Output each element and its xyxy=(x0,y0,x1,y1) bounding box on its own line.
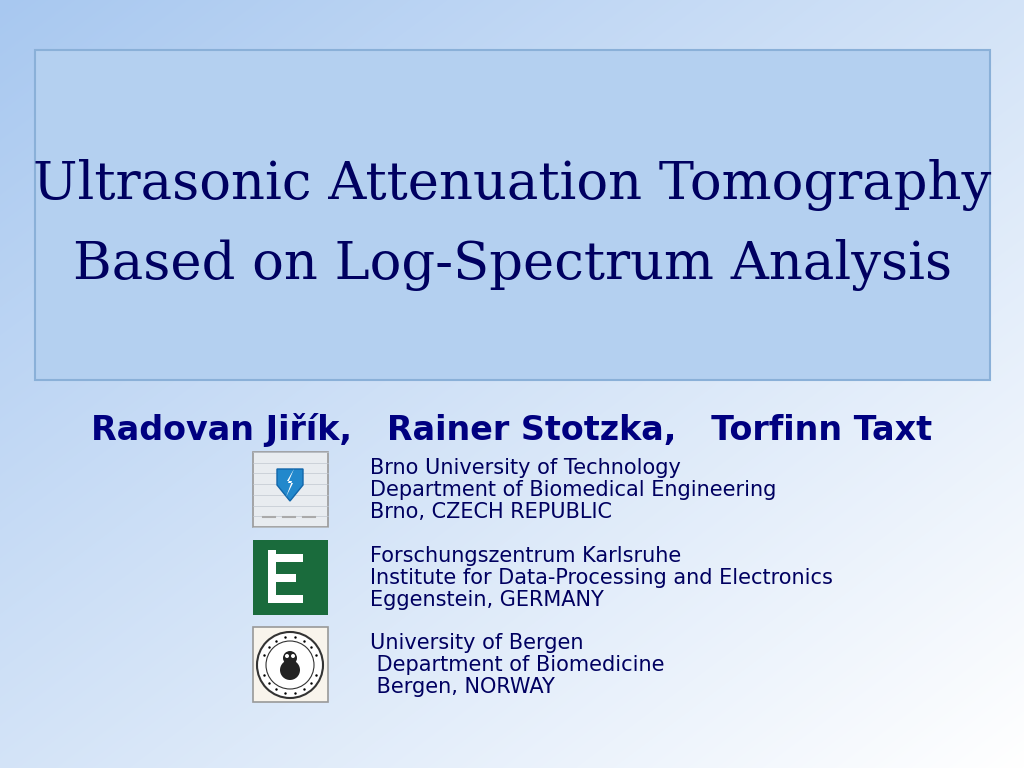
Text: Forschungszentrum Karlsruhe: Forschungszentrum Karlsruhe xyxy=(370,546,681,566)
Bar xyxy=(268,554,303,562)
Text: Department of Biomedicine: Department of Biomedicine xyxy=(370,655,665,675)
Bar xyxy=(268,595,303,603)
Text: Based on Log-Spectrum Analysis: Based on Log-Spectrum Analysis xyxy=(73,239,952,291)
Text: Bergen, NORWAY: Bergen, NORWAY xyxy=(370,677,555,697)
Text: Eggenstein, GERMANY: Eggenstein, GERMANY xyxy=(370,590,604,610)
Bar xyxy=(35,50,990,380)
Circle shape xyxy=(257,632,323,698)
Text: Radovan Jiřík,   Rainer Stotzka,   Torfinn Taxt: Radovan Jiřík, Rainer Stotzka, Torfinn T… xyxy=(91,413,933,447)
Text: Institute for Data-Processing and Electronics: Institute for Data-Processing and Electr… xyxy=(370,568,833,588)
Text: Department of Biomedical Engineering: Department of Biomedical Engineering xyxy=(370,480,776,500)
Circle shape xyxy=(291,654,295,658)
Bar xyxy=(253,627,328,702)
Bar xyxy=(253,452,328,527)
Text: Brno, CZECH REPUBLIC: Brno, CZECH REPUBLIC xyxy=(370,502,612,522)
Text: Brno University of Technology: Brno University of Technology xyxy=(370,458,681,478)
Bar xyxy=(268,550,276,603)
Text: University of Bergen: University of Bergen xyxy=(370,633,584,653)
Polygon shape xyxy=(286,469,294,497)
Polygon shape xyxy=(278,469,303,501)
Text: Ultrasonic Attenuation Tomography: Ultrasonic Attenuation Tomography xyxy=(34,159,991,211)
Bar xyxy=(253,540,328,615)
Bar xyxy=(268,574,296,582)
Circle shape xyxy=(283,651,297,665)
Circle shape xyxy=(280,660,300,680)
Circle shape xyxy=(285,654,289,658)
